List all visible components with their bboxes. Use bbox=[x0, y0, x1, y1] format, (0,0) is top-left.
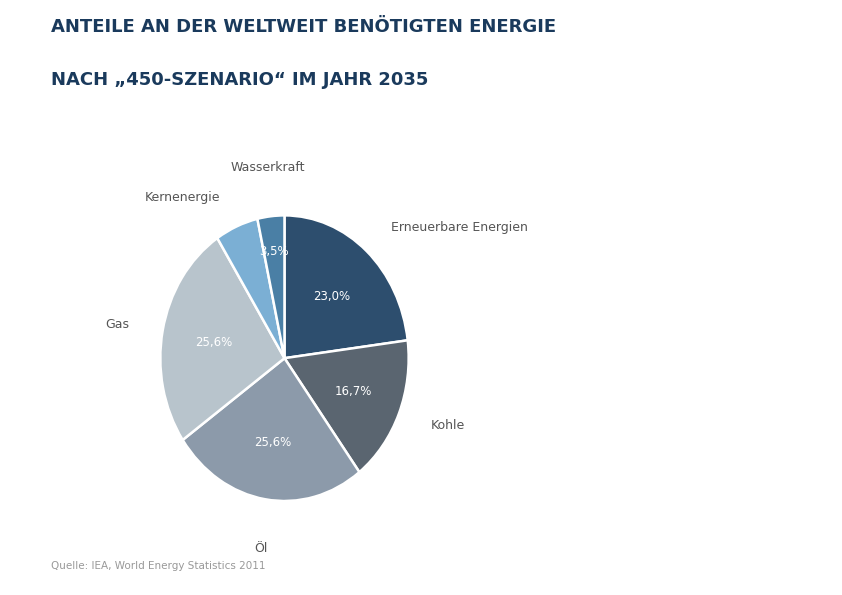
Text: Gas: Gas bbox=[105, 318, 130, 331]
Wedge shape bbox=[217, 219, 285, 358]
Text: Öl: Öl bbox=[254, 541, 268, 555]
Text: Quelle: IEA, World Energy Statistics 2011: Quelle: IEA, World Energy Statistics 201… bbox=[51, 561, 265, 571]
Text: Erneuerbare Energien: Erneuerbare Energien bbox=[391, 221, 528, 234]
Wedge shape bbox=[183, 358, 360, 501]
Wedge shape bbox=[285, 340, 408, 472]
Wedge shape bbox=[285, 215, 408, 358]
Text: 25,6%: 25,6% bbox=[195, 336, 232, 349]
Text: Kernenergie: Kernenergie bbox=[144, 191, 220, 204]
Text: ANTEILE AN DER WELTWEIT BENÖTIGTEN ENERGIE: ANTEILE AN DER WELTWEIT BENÖTIGTEN ENERG… bbox=[51, 18, 556, 36]
Text: 25,6%: 25,6% bbox=[254, 436, 291, 449]
Text: NACH „450-SZENARIO“ IM JAHR 2035: NACH „450-SZENARIO“ IM JAHR 2035 bbox=[51, 71, 428, 89]
Text: 23,0%: 23,0% bbox=[313, 290, 350, 303]
Text: 16,7%: 16,7% bbox=[334, 385, 372, 398]
Wedge shape bbox=[160, 238, 285, 440]
Wedge shape bbox=[258, 215, 285, 358]
Text: 3,5%: 3,5% bbox=[259, 245, 289, 258]
Text: Kohle: Kohle bbox=[430, 419, 465, 433]
Text: Wasserkraft: Wasserkraft bbox=[231, 161, 305, 174]
